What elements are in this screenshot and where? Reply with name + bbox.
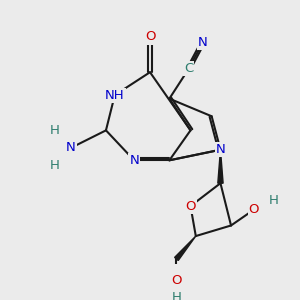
Polygon shape [175,236,196,260]
Text: N: N [66,142,76,154]
Text: H: H [50,124,60,137]
Text: O: O [249,203,259,216]
Text: H: H [50,159,60,172]
Text: O: O [185,200,196,213]
Text: N: N [129,154,139,167]
Text: N: N [198,36,208,49]
Text: O: O [171,274,182,286]
Text: N: N [216,143,225,156]
Polygon shape [218,150,223,183]
Text: NH: NH [105,88,124,102]
Text: H: H [172,291,182,300]
Text: O: O [145,31,155,44]
Text: H: H [268,194,278,207]
Text: C: C [184,62,194,75]
